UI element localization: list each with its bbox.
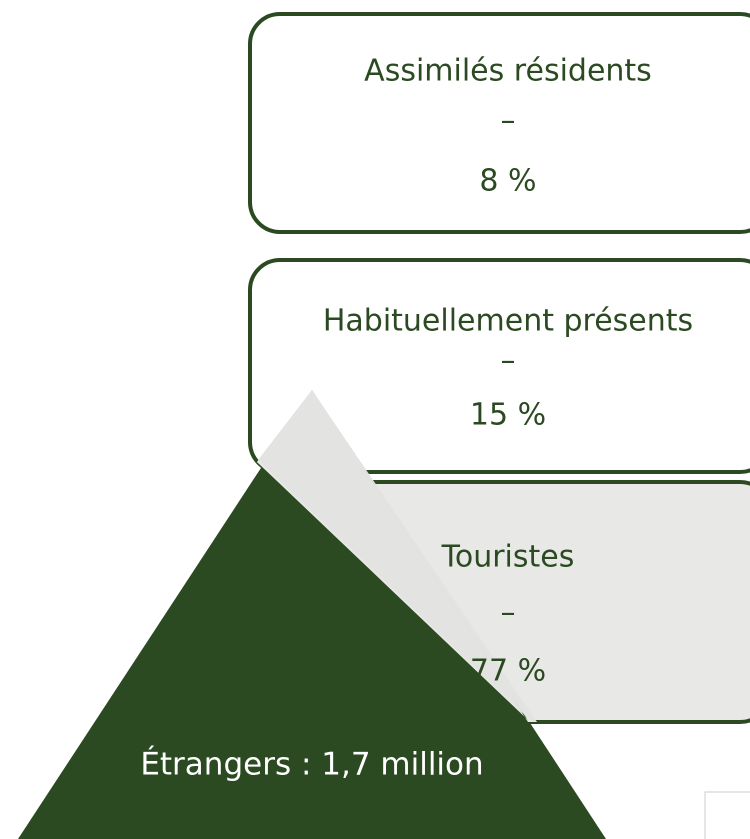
- box-value: 15 %: [470, 398, 546, 433]
- box-separator: –: [501, 104, 516, 139]
- partial-box: [704, 791, 750, 839]
- category-box: [248, 12, 750, 234]
- box-label: Touristes: [441, 540, 575, 575]
- pyramid-highlight: [258, 390, 537, 722]
- box-separator: –: [501, 596, 516, 631]
- pyramid: [18, 390, 606, 839]
- box-separator: –: [501, 344, 516, 379]
- box-value: 77 %: [470, 654, 546, 689]
- base-label: Étrangers : 1,7 million: [140, 747, 483, 783]
- box-label: Habituellement présents: [323, 304, 693, 339]
- box-label: Assimilés résidents: [364, 54, 652, 89]
- category-box: [248, 258, 750, 474]
- box-value: 8 %: [479, 164, 536, 199]
